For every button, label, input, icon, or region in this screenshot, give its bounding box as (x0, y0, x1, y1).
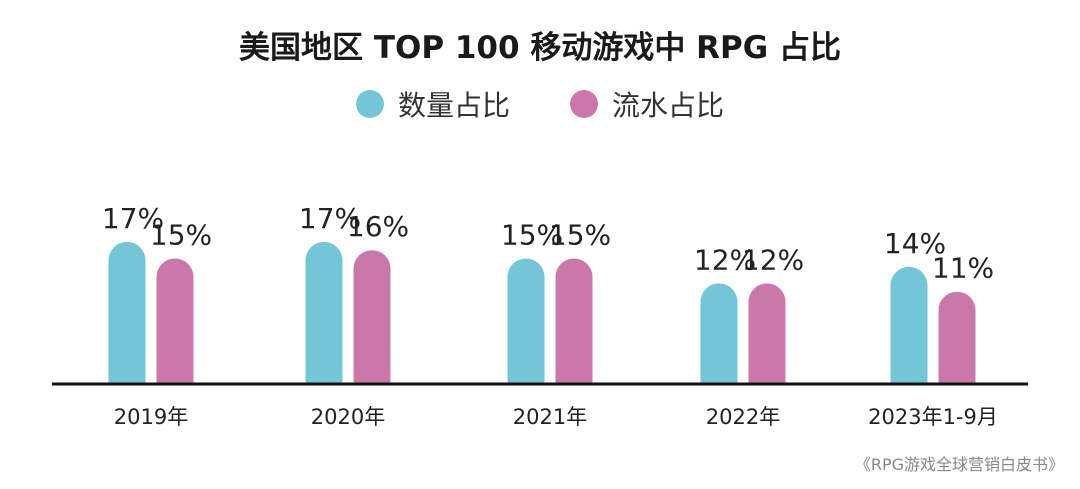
data-label-revenue-4: 11% (932, 252, 994, 285)
bar-revenue-1 (353, 250, 391, 383)
bar-revenue-3 (748, 283, 786, 383)
data-label-count-3: 12% (694, 243, 756, 276)
legend-label-revenue: 流水占比 (612, 89, 725, 122)
legend-swatch-count (355, 90, 384, 118)
legend-item-revenue: 流水占比 (570, 84, 724, 124)
bar-revenue-4 (938, 291, 976, 383)
bar-revenue-2 (555, 258, 593, 383)
legend-label-count: 数量占比 (397, 89, 510, 122)
data-label-count-4: 14% (884, 227, 946, 260)
data-label-count-2: 15% (501, 219, 563, 252)
data-label-count-0: 17% (102, 202, 164, 235)
x-tick-label: 2023年1-9月 (868, 405, 998, 429)
x-tick-label: 2021年 (513, 405, 587, 429)
legend-swatch-revenue (570, 90, 598, 118)
data-label-revenue-2: 15% (549, 219, 611, 252)
x-tick-label: 2019年 (114, 405, 188, 429)
bar-count-2 (507, 258, 545, 383)
x-tick-label: 2022年 (706, 405, 780, 429)
bar-count-0 (108, 241, 146, 383)
data-label-revenue-0: 15% (150, 219, 212, 252)
source-note: 《RPG游戏全球营销白皮书》 (854, 455, 1064, 474)
bar-revenue-0 (156, 258, 194, 383)
legend: 数量占比 流水占比 (0, 84, 1080, 124)
bar-count-3 (700, 283, 738, 383)
bar-count-4 (890, 266, 928, 383)
data-label-revenue-1: 16% (347, 210, 409, 243)
data-label-count-1: 17% (299, 202, 361, 235)
legend-item-count: 数量占比 (355, 84, 510, 124)
data-label-revenue-3: 12% (742, 243, 804, 276)
x-tick-label: 2020年 (311, 405, 385, 429)
bar-count-1 (305, 241, 343, 383)
chart-title: 美国地区 TOP 100 移动游戏中 RPG 占比 (239, 30, 841, 66)
